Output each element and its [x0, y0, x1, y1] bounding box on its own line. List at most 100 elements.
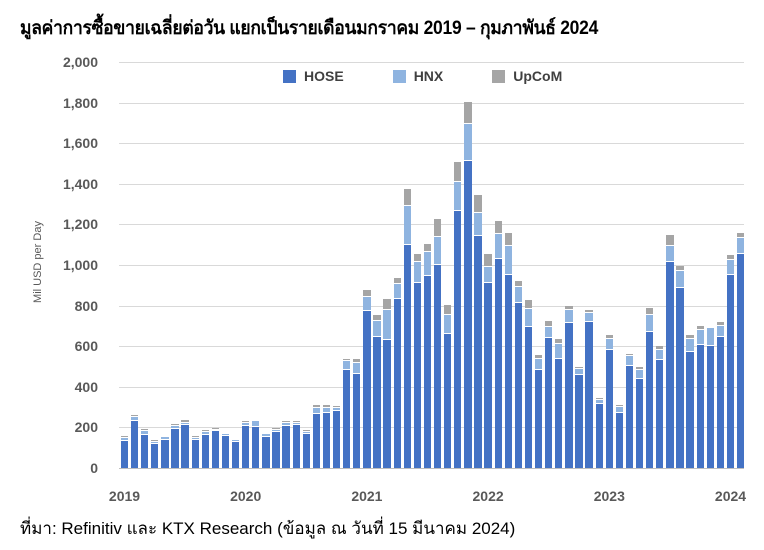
bar-2020-04: [272, 428, 280, 468]
bar-segment-hnx: [605, 339, 613, 351]
bar-segment-hnx: [585, 312, 593, 323]
bar-segment-upcom: [312, 405, 321, 408]
legend-label-hose: HOSE: [304, 68, 344, 84]
bar-segment-hnx: [393, 284, 401, 300]
bar-2022-01: [484, 254, 492, 468]
bar-segment-hose: [575, 374, 583, 468]
bar-segment-upcom: [403, 189, 411, 206]
bar-2020-05: [282, 420, 290, 468]
bar-segment-hose: [666, 262, 674, 468]
bar-segment-upcom: [302, 430, 310, 433]
bar-segment-upcom: [292, 420, 300, 423]
bar-segment-hnx: [595, 400, 603, 405]
bar-2021-09: [444, 305, 452, 468]
bar-2022-05: [524, 299, 533, 468]
bar-segment-upcom: [534, 355, 543, 360]
bar-segment-hose: [706, 345, 714, 468]
bar-segment-hnx: [676, 271, 684, 288]
bar-segment-hnx: [444, 315, 452, 334]
bar-segment-hnx: [302, 432, 310, 435]
bar-segment-hose: [474, 236, 482, 468]
bar-segment-hose: [454, 211, 462, 468]
gridline: [119, 346, 744, 348]
bar-segment-hnx: [282, 422, 290, 427]
legend-label-upcom: UpCoM: [513, 68, 563, 84]
bar-segment-hose: [231, 441, 240, 468]
bar-2020-12: [353, 359, 361, 468]
bar-segment-upcom: [585, 310, 593, 313]
bar-2019-07: [181, 419, 189, 468]
gridline: [119, 183, 744, 185]
y-tick-label: 1,200: [62, 216, 98, 233]
legend-item-hnx: HNX: [392, 68, 443, 84]
bar-segment-upcom: [545, 321, 553, 327]
bar-segment-hnx: [211, 429, 220, 432]
bar-2022-06: [534, 355, 543, 468]
bar-2022-11: [585, 310, 593, 468]
bar-segment-hnx: [322, 407, 331, 414]
bar-segment-upcom: [383, 298, 391, 310]
bar-2020-11: [343, 358, 351, 468]
bar-segment-hnx: [332, 407, 341, 412]
bar-segment-upcom: [433, 218, 442, 237]
bar-segment-upcom: [524, 299, 533, 310]
bar-segment-hnx: [252, 421, 260, 428]
x-tick-label: 2024: [714, 488, 747, 504]
bar-segment-hose: [363, 311, 371, 468]
bar-segment-hose: [555, 358, 563, 468]
bar-segment-hose: [343, 369, 351, 468]
bar-segment-hnx: [565, 310, 573, 323]
x-tick-label: 2023: [593, 488, 625, 504]
bar-segment-upcom: [332, 406, 341, 408]
bar-segment-hnx: [656, 350, 664, 361]
bar-segment-upcom: [565, 306, 573, 311]
bar-segment-upcom: [161, 435, 169, 437]
bar-segment-upcom: [464, 101, 472, 125]
bar-segment-hnx: [615, 407, 624, 414]
y-tick-label: 1,800: [62, 94, 98, 111]
bar-segment-hnx: [696, 329, 704, 345]
bar-segment-hnx: [716, 325, 725, 337]
bar-segment-upcom: [353, 359, 361, 364]
bar-segment-hose: [373, 336, 381, 468]
bar-2022-04: [514, 281, 523, 468]
bar-segment-upcom: [373, 314, 381, 321]
bar-segment-hnx: [666, 245, 674, 263]
legend-swatch-hnx: [392, 69, 406, 83]
bar-segment-upcom: [272, 428, 280, 430]
bar-segment-upcom: [413, 254, 422, 263]
bar-segment-upcom: [726, 255, 735, 260]
bar-segment-upcom: [221, 433, 230, 435]
bar-segment-hose: [171, 429, 179, 468]
gridline: [119, 305, 744, 307]
gridline: [119, 102, 744, 104]
bar-segment-hose: [545, 337, 553, 468]
bar-2019-10: [211, 427, 220, 468]
bar-segment-upcom: [646, 308, 654, 316]
bar-segment-hnx: [555, 343, 563, 359]
bar-2020-03: [262, 432, 270, 468]
bar-2020-10: [332, 406, 341, 468]
bar-segment-hose: [423, 276, 432, 468]
bar-2023-02: [615, 404, 624, 468]
bar-2019-05: [161, 435, 169, 468]
bar-2019-02: [130, 414, 139, 468]
x-axis-line: [119, 468, 744, 469]
legend-item-hose: HOSE: [283, 68, 344, 84]
bar-2021-11: [464, 101, 472, 468]
bar-segment-hose: [312, 414, 321, 468]
bar-segment-hnx: [363, 297, 371, 312]
bar-segment-hnx: [120, 438, 129, 442]
bar-2022-12: [595, 398, 603, 468]
bar-segment-hnx: [494, 233, 502, 259]
bar-2020-02: [252, 419, 260, 468]
bar-segment-hose: [524, 327, 533, 468]
bar-2023-04: [635, 366, 644, 468]
bar-segment-hose: [736, 253, 745, 468]
bar-segment-hose: [656, 360, 664, 468]
gridline: [119, 143, 744, 145]
bar-segment-hose: [393, 299, 401, 468]
bar-segment-hose: [696, 344, 704, 468]
bar-segment-hose: [383, 340, 391, 468]
bar-segment-hnx: [474, 213, 482, 237]
